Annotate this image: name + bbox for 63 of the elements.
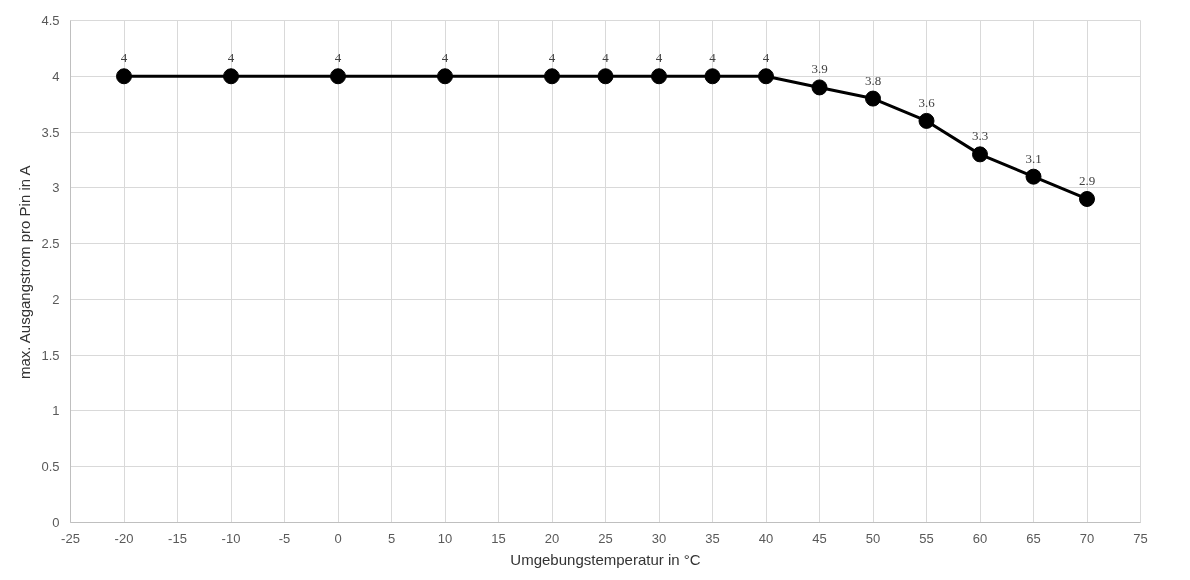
x-tick-label: -5: [278, 530, 291, 546]
data-label: 4: [227, 50, 235, 66]
data-label: 4: [334, 50, 342, 66]
x-tick-label: 25: [598, 530, 613, 546]
x-tick-label: 35: [705, 530, 720, 546]
data-label: 4: [548, 50, 556, 66]
point: [1079, 191, 1095, 207]
point: [597, 68, 614, 85]
y-tick-label: 2.5: [41, 236, 60, 252]
data-label: 3.8: [864, 72, 882, 88]
x-tick-label: 45: [812, 530, 827, 546]
data-label: 4: [602, 50, 610, 66]
data-label: 4: [120, 50, 128, 66]
y-tick-label: 1.5: [41, 347, 60, 363]
x-tick-label: -20: [114, 530, 134, 546]
x-tick-label: 70: [1079, 530, 1095, 546]
x-tick-label: 40: [758, 530, 774, 546]
y-tick-label: 1: [52, 403, 60, 419]
x-tick-label: 10: [437, 530, 453, 546]
data-label: 4: [762, 50, 770, 66]
x-tick-label: 20: [544, 530, 560, 546]
data-label: 3.3: [971, 128, 989, 144]
x-tick-label: 5: [387, 530, 396, 546]
y-axis-title: max. Ausgangstrom pro Pin in A: [16, 165, 34, 380]
x-tick-label: 75: [1133, 530, 1148, 546]
x-tick-label: 0: [334, 530, 342, 546]
data-label: 3.9: [811, 61, 828, 77]
y-tick-label: 0.5: [41, 459, 60, 475]
point: [704, 68, 721, 85]
y-tick-label: 4.5: [41, 13, 60, 28]
point: [1025, 168, 1042, 185]
point: [223, 68, 239, 85]
x-tick-label: 55: [919, 530, 934, 546]
point: [811, 79, 828, 96]
point: [758, 68, 774, 85]
point: [544, 68, 560, 85]
data-label: 3.6: [918, 94, 936, 110]
x-tick-label: 65: [1026, 530, 1041, 546]
data-label: 4: [655, 50, 663, 66]
point: [651, 68, 667, 85]
data-label: 4: [441, 50, 449, 66]
data-label: 3.1: [1025, 150, 1042, 166]
point: [116, 68, 132, 85]
x-tick-label: 15: [491, 530, 506, 546]
y-tick-label: 4: [52, 68, 60, 84]
point: [972, 146, 988, 163]
x-tick-label: 30: [651, 530, 667, 546]
y-tick-label: 0: [52, 515, 60, 530]
data-label: 4: [709, 50, 717, 66]
x-axis-title: Umgebungstemperatur in °C: [510, 550, 701, 568]
y-tick-label: 3.5: [41, 124, 60, 140]
point: [865, 90, 881, 107]
y-tick-label: 3: [52, 180, 60, 196]
y-tick-label: 2: [52, 291, 60, 307]
x-tick-label: 50: [865, 530, 881, 546]
point: [918, 112, 935, 129]
x-tick-label: -25: [61, 530, 80, 546]
point: [330, 68, 346, 85]
x-tick-label: -10: [221, 530, 241, 546]
point: [437, 68, 453, 85]
x-tick-label: -15: [168, 530, 187, 546]
x-tick-label: 60: [972, 530, 988, 546]
data-label: 2.9: [1078, 172, 1096, 188]
